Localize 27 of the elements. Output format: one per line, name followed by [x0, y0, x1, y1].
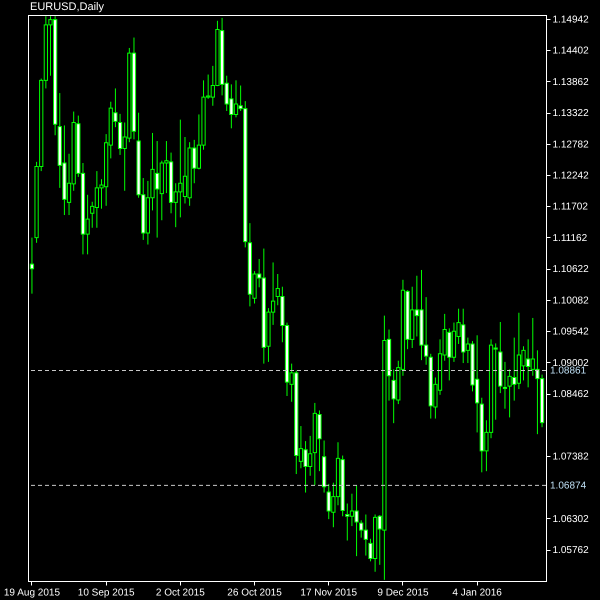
y-tick-label: 1.13862 — [552, 76, 590, 88]
y-tick-label: 1.09542 — [552, 326, 590, 338]
x-tick-label: 9 Dec 2015 — [377, 588, 429, 598]
y-tick-label: 1.11702 — [552, 202, 588, 213]
x-tick-label: 17 Nov 2015 — [300, 588, 358, 598]
y-tick-label: 1.08462 — [552, 389, 590, 400]
x-tick-label: 2 Oct 2015 — [156, 588, 206, 598]
y-tick-label: 1.14942 — [552, 14, 590, 26]
y-tick-label: 1.14402 — [552, 46, 590, 57]
x-tick-label: 26 Oct 2015 — [227, 588, 282, 598]
ref-line-label: 1.06874 — [550, 480, 587, 492]
candlestick — [354, 484, 359, 557]
y-tick-label: 1.13322 — [552, 108, 590, 120]
x-tick-label: 4 Jan 2016 — [452, 588, 502, 598]
y-tick-label: 1.06302 — [552, 514, 590, 525]
y-tick-label: 1.11162 — [552, 232, 588, 244]
y-tick-label: 1.12782 — [552, 139, 590, 150]
y-tick-label: 1.10622 — [552, 264, 590, 276]
y-tick-label: 1.05762 — [552, 545, 590, 556]
y-tick-label: 1.07382 — [552, 452, 590, 463]
x-tick-label: 19 Aug 2015 — [4, 588, 60, 598]
y-tick-label: 1.12242 — [552, 170, 590, 182]
chart-title: EURUSD,Daily — [30, 0, 104, 13]
x-tick-label: 10 Sep 2015 — [78, 588, 135, 598]
ref-line-label: 1.08861 — [550, 366, 587, 376]
y-tick-label: 1.10082 — [552, 295, 590, 306]
candlestick — [502, 361, 508, 410]
